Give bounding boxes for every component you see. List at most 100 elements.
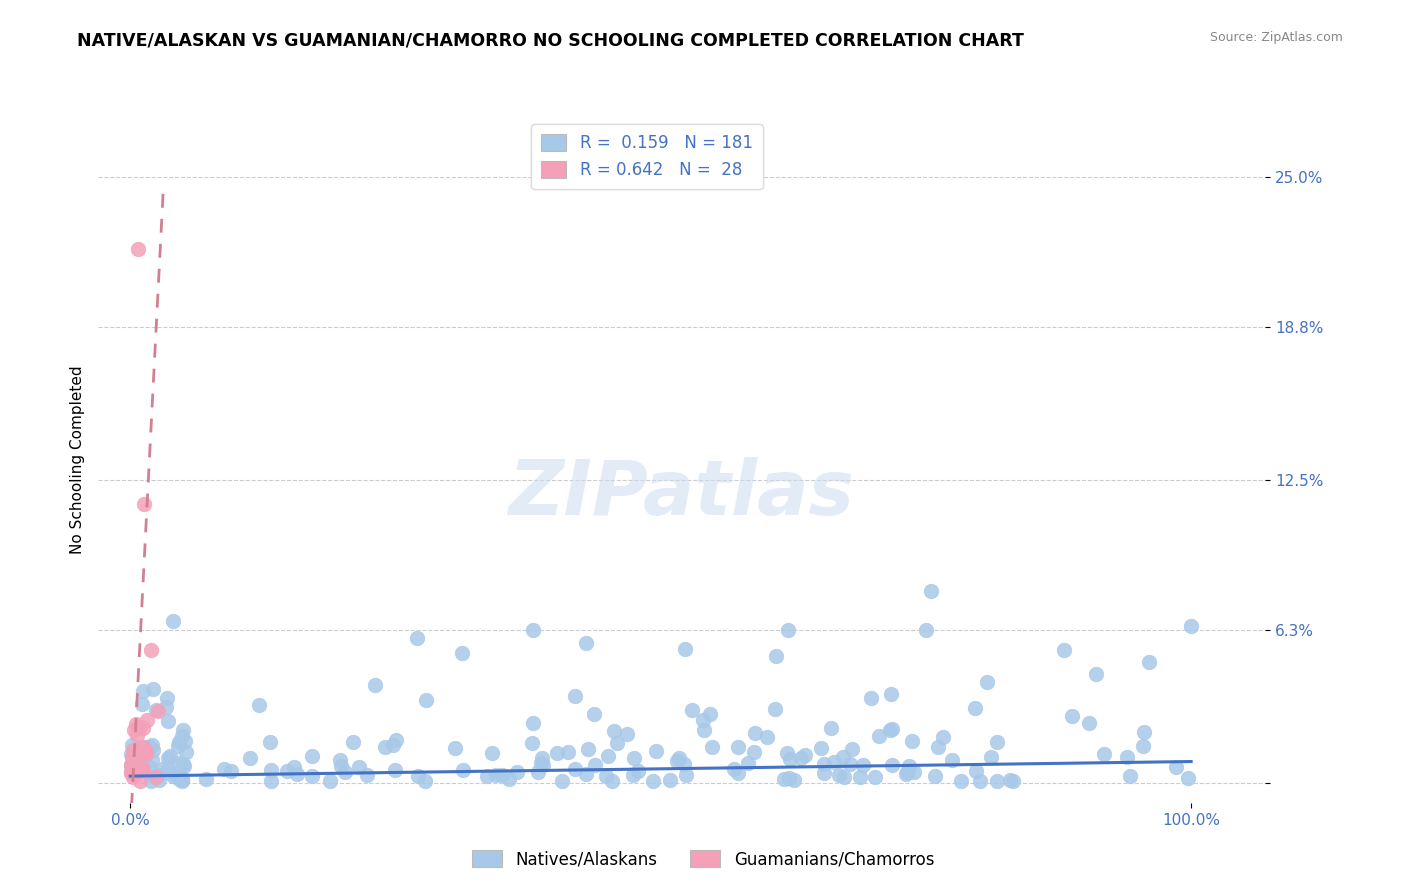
- Point: [162, 769, 184, 783]
- Point: [896, 765, 918, 780]
- Point: [128, 720, 150, 734]
- Text: ZIPatlas: ZIPatlas: [509, 457, 855, 531]
- Point: [139, 774, 162, 789]
- Point: [162, 614, 184, 628]
- Point: [129, 763, 152, 777]
- Point: [756, 730, 779, 744]
- Point: [329, 759, 352, 773]
- Point: [778, 772, 800, 786]
- Point: [575, 767, 598, 781]
- Point: [485, 768, 508, 782]
- Point: [145, 770, 167, 784]
- Point: [1116, 749, 1139, 764]
- Point: [1133, 724, 1156, 739]
- Point: [120, 747, 142, 761]
- Point: [831, 750, 853, 764]
- Point: [772, 772, 794, 786]
- Point: [582, 707, 605, 722]
- Point: [247, 698, 270, 712]
- Point: [583, 757, 606, 772]
- Point: [157, 751, 180, 765]
- Point: [148, 773, 170, 788]
- Point: [932, 731, 955, 745]
- Point: [135, 713, 157, 727]
- Point: [645, 744, 668, 758]
- Point: [600, 774, 623, 789]
- Point: [135, 744, 157, 758]
- Point: [564, 762, 586, 776]
- Point: [491, 768, 513, 782]
- Point: [965, 701, 987, 715]
- Point: [506, 764, 529, 779]
- Point: [122, 765, 145, 780]
- Point: [616, 727, 638, 741]
- Point: [170, 774, 193, 789]
- Point: [1084, 667, 1107, 681]
- Point: [859, 690, 882, 705]
- Point: [776, 746, 799, 760]
- Point: [880, 687, 903, 701]
- Point: [576, 741, 599, 756]
- Point: [239, 750, 262, 764]
- Point: [692, 714, 714, 728]
- Point: [882, 723, 904, 737]
- Point: [723, 762, 745, 776]
- Point: [744, 726, 766, 740]
- Point: [901, 733, 924, 747]
- Point: [381, 738, 404, 752]
- Point: [823, 755, 845, 769]
- Point: [172, 757, 194, 772]
- Point: [980, 750, 1002, 764]
- Point: [820, 721, 842, 735]
- Text: NATIVE/ALASKAN VS GUAMANIAN/CHAMORRO NO SCHOOLING COMPLETED CORRELATION CHART: NATIVE/ALASKAN VS GUAMANIAN/CHAMORRO NO …: [77, 31, 1024, 49]
- Point: [531, 751, 554, 765]
- Point: [903, 765, 925, 780]
- Point: [155, 700, 177, 714]
- Point: [219, 764, 242, 779]
- Point: [260, 774, 283, 789]
- Point: [848, 771, 870, 785]
- Point: [595, 769, 617, 783]
- Point: [127, 728, 149, 742]
- Point: [131, 698, 153, 712]
- Point: [319, 773, 342, 788]
- Point: [1166, 760, 1188, 774]
- Text: Source: ZipAtlas.com: Source: ZipAtlas.com: [1209, 31, 1343, 45]
- Point: [195, 772, 218, 786]
- Point: [172, 723, 194, 737]
- Point: [863, 770, 886, 784]
- Point: [131, 745, 153, 759]
- Point: [700, 739, 723, 754]
- Point: [551, 774, 574, 789]
- Point: [132, 740, 155, 755]
- Point: [173, 758, 195, 772]
- Point: [120, 764, 142, 779]
- Point: [406, 768, 429, 782]
- Point: [941, 753, 963, 767]
- Point: [142, 743, 165, 757]
- Point: [1137, 655, 1160, 669]
- Point: [564, 690, 586, 704]
- Point: [675, 767, 697, 781]
- Point: [828, 768, 851, 782]
- Point: [520, 736, 543, 750]
- Point: [737, 756, 759, 770]
- Point: [776, 624, 799, 638]
- Point: [129, 773, 152, 788]
- Point: [120, 757, 142, 772]
- Point: [413, 774, 436, 789]
- Point: [356, 768, 378, 782]
- Point: [120, 758, 142, 772]
- Point: [790, 751, 813, 765]
- Point: [1132, 739, 1154, 754]
- Point: [405, 631, 427, 645]
- Point: [150, 763, 173, 777]
- Point: [621, 768, 644, 782]
- Point: [124, 756, 146, 771]
- Point: [1078, 716, 1101, 731]
- Point: [259, 735, 281, 749]
- Point: [132, 684, 155, 698]
- Point: [141, 738, 163, 752]
- Point: [212, 763, 235, 777]
- Point: [813, 756, 835, 771]
